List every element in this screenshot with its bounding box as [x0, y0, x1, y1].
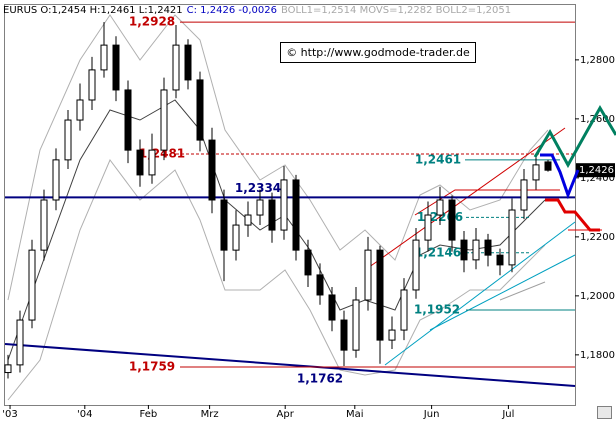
- y-tick-label: 1,2200: [580, 232, 615, 243]
- candle-body: [64, 119, 72, 161]
- candle-body: [412, 239, 420, 291]
- level-label: 1,2146: [415, 245, 461, 259]
- x-tick-label: Jun: [423, 409, 440, 420]
- candle-body: [40, 199, 48, 251]
- candle-body: [208, 139, 216, 201]
- x-tick-label: Mrz: [201, 409, 219, 420]
- y-tick-label: 1,2000: [580, 291, 615, 302]
- level-label: 1,1762: [297, 372, 343, 386]
- channel-line: [384, 221, 576, 366]
- candle-body: [172, 44, 180, 91]
- copyright: © http://www.godmode-trader.de: [286, 46, 470, 59]
- candle-body: [400, 289, 408, 331]
- candle-body: [16, 319, 24, 366]
- x-tick-label: '03: [2, 409, 17, 420]
- level-label: 1,1952: [414, 303, 460, 317]
- x-tick-label: Apr: [277, 409, 295, 420]
- candle-body: [448, 199, 456, 241]
- y-tick-label: 1,2600: [580, 114, 615, 125]
- candle-body: [268, 199, 276, 231]
- x-tick-label: Mai: [346, 409, 364, 420]
- trend-line: [4, 343, 576, 387]
- channel-line: [429, 254, 576, 331]
- candle-body: [484, 239, 492, 256]
- corner-icon: [597, 406, 612, 419]
- x-tick-label: Jul: [501, 409, 514, 420]
- candle-body: [100, 44, 108, 71]
- header-part: EURUS O:1,2454 H:1,2461 L:1,2421: [3, 5, 183, 16]
- candle-body: [88, 69, 96, 101]
- candle-body: [4, 364, 12, 374]
- channel-line: [499, 281, 546, 301]
- y-tick-label: 1,2400: [580, 173, 615, 184]
- candle-body: [136, 149, 144, 176]
- candle-body: [244, 214, 252, 226]
- channel-line: [364, 127, 566, 271]
- header-part: C: 1,2426 -0,0026: [187, 5, 277, 16]
- bollinger-lower: [7, 159, 546, 401]
- candle-body: [436, 199, 444, 216]
- candle-body: [388, 329, 396, 341]
- candle-body: [256, 199, 264, 216]
- y-tick-label: 1,2800: [580, 55, 615, 66]
- level-label: 1,2334: [235, 181, 281, 195]
- candle-body: [304, 249, 312, 276]
- projection: [533, 104, 616, 169]
- x-tick-label: Feb: [140, 409, 158, 420]
- candle-body: [352, 299, 360, 351]
- candle-body: [160, 89, 168, 151]
- header-part: BOLL1=1,2514 MOVS=1,2282 BOLL2=1,2051: [281, 5, 511, 16]
- y-tick-label: 1,1800: [580, 350, 615, 361]
- candle-body: [124, 89, 132, 151]
- candle-body: [196, 79, 204, 141]
- candle-body: [364, 249, 372, 301]
- last-price-tag: [576, 163, 615, 178]
- candle-body: [376, 249, 384, 341]
- level-label: 1,1759: [129, 359, 175, 373]
- candle-body: [316, 274, 324, 296]
- candle-body: [328, 294, 336, 321]
- candle-body: [280, 179, 288, 231]
- candle-body: [28, 249, 36, 321]
- candle-body: [496, 254, 504, 266]
- candle-body: [52, 159, 60, 201]
- candle-body: [544, 161, 552, 171]
- candle-body: [220, 199, 228, 251]
- candle-body: [112, 44, 120, 91]
- candle-body: [424, 214, 432, 241]
- level-label: 1,2461: [415, 152, 461, 166]
- candle-body: [340, 319, 348, 351]
- candle-body: [532, 164, 540, 181]
- candle-body: [520, 179, 528, 211]
- candle-body: [292, 179, 300, 251]
- level-label: 1,2928: [129, 15, 175, 29]
- copyright-box: [280, 42, 476, 63]
- candle-body: [148, 149, 156, 176]
- plot-frame: [4, 4, 576, 406]
- header: EURUS O:1,2454 H:1,2461 L:1,2421 C: 1,242…: [3, 5, 511, 16]
- candle-body: [472, 239, 480, 261]
- x-tick-label: '04: [77, 409, 92, 420]
- projection: [540, 153, 580, 200]
- candle-body: [508, 209, 516, 266]
- candle-body: [76, 99, 84, 121]
- candle-body: [184, 44, 192, 81]
- last-price-label: 1,2426: [579, 165, 614, 176]
- candle-body: [232, 224, 240, 251]
- candle-body: [460, 239, 468, 261]
